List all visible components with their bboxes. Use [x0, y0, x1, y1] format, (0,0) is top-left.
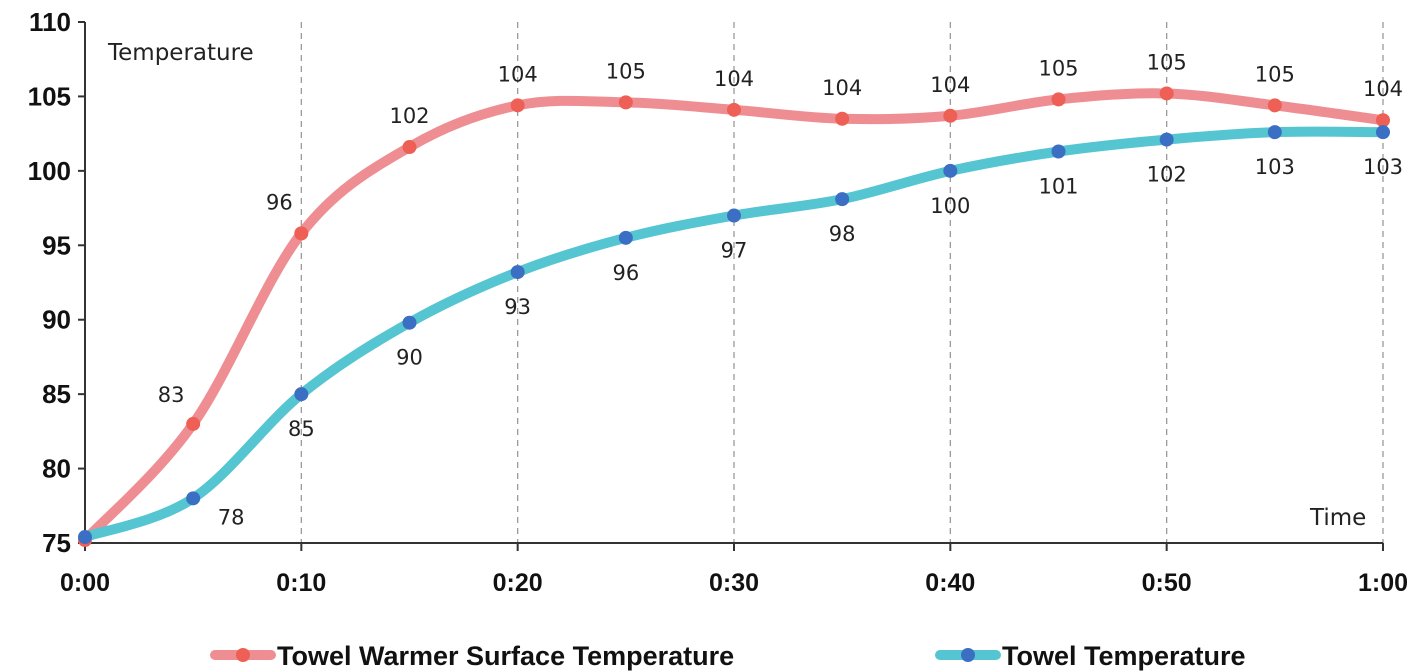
data-labels: 83 96 102 104 105 104 104 104 105 105 105 104 78 85 90…	[158, 50, 1403, 529]
data-point	[727, 102, 741, 117]
legend-item: Towel Temperature	[935, 641, 1246, 671]
data-label: 105	[1038, 56, 1078, 80]
legend-label: Towel Temperature	[1002, 641, 1246, 671]
data-point	[1267, 125, 1282, 140]
data-label: 104	[930, 73, 970, 97]
legend: Towel Warmer Surface Temperature Towel Te…	[210, 641, 1246, 671]
series-0	[78, 86, 1390, 548]
x-tick-label: 0:50	[1142, 569, 1192, 597]
data-point	[835, 192, 850, 207]
data-label: 103	[1255, 155, 1295, 179]
data-point	[835, 111, 850, 126]
data-label: 104	[498, 62, 538, 86]
x-tick-label: 1:00	[1358, 569, 1408, 597]
y-tick-label: 105	[28, 81, 71, 111]
data-point	[618, 230, 633, 245]
series-lines	[78, 86, 1390, 548]
data-label: 100	[930, 194, 970, 218]
legend-item: Towel Warmer Surface Temperature	[210, 641, 734, 671]
data-point	[1376, 113, 1390, 128]
data-point	[618, 95, 633, 110]
data-point	[510, 265, 525, 280]
y-tick-label: 80	[42, 454, 71, 484]
data-label: 83	[158, 383, 185, 407]
legend-swatch-marker	[236, 648, 250, 662]
legend-label: Towel Warmer Surface Temperature	[277, 641, 734, 671]
data-point	[186, 416, 201, 431]
y-tick-label: 75	[42, 528, 71, 558]
data-label: 85	[288, 417, 315, 441]
data-label: 96	[612, 261, 639, 285]
data-point	[1376, 125, 1390, 140]
x-tick-label: 0:20	[493, 569, 543, 597]
data-point	[1159, 132, 1174, 147]
y-tick-label: 85	[42, 379, 71, 409]
data-point	[943, 108, 958, 123]
data-point	[1051, 144, 1066, 159]
data-label: 105	[606, 59, 646, 83]
grid-lines	[300, 22, 1384, 543]
axes: 75 80 85 90 95 100 105 110 0:00 0:10 0:20 0:30 0:40 0…	[28, 7, 1408, 597]
data-point	[402, 140, 417, 155]
data-point	[1159, 86, 1174, 101]
data-point	[294, 387, 309, 402]
x-tick-label: 0:40	[925, 569, 975, 597]
data-label: 101	[1038, 175, 1078, 199]
data-point	[186, 491, 201, 506]
data-label: 78	[218, 505, 245, 529]
y-tick-label: 100	[28, 156, 71, 186]
data-label: 93	[504, 295, 531, 319]
data-label: 97	[721, 239, 748, 263]
data-label: 103	[1363, 155, 1403, 179]
data-point	[78, 530, 92, 545]
data-label: 102	[1147, 163, 1187, 187]
x-tick-label: 0:30	[709, 569, 759, 597]
y-tick-label: 95	[42, 230, 71, 260]
data-label: 102	[389, 104, 429, 128]
x-axis-title: Time	[1309, 505, 1366, 531]
data-point	[510, 98, 525, 113]
data-label: 104	[1363, 77, 1403, 101]
data-point	[727, 208, 741, 223]
data-point	[1051, 92, 1066, 107]
data-label: 96	[266, 190, 293, 214]
data-label: 90	[396, 346, 423, 370]
data-label: 105	[1255, 62, 1295, 86]
data-label: 105	[1147, 50, 1187, 74]
data-point	[1267, 98, 1282, 113]
data-label: 104	[714, 67, 754, 91]
y-tick-label: 110	[29, 7, 71, 37]
data-label: 98	[829, 222, 856, 246]
data-point	[402, 315, 417, 330]
series-1	[78, 125, 1390, 545]
data-point	[294, 226, 309, 241]
legend-swatch-marker	[961, 648, 975, 662]
x-tick-label: 0:00	[60, 569, 110, 597]
data-point	[943, 163, 958, 178]
data-label: 104	[822, 76, 862, 100]
y-axis-title: Temperature	[107, 40, 254, 66]
y-tick-label: 90	[42, 305, 71, 335]
x-tick-label: 0:10	[276, 569, 326, 597]
